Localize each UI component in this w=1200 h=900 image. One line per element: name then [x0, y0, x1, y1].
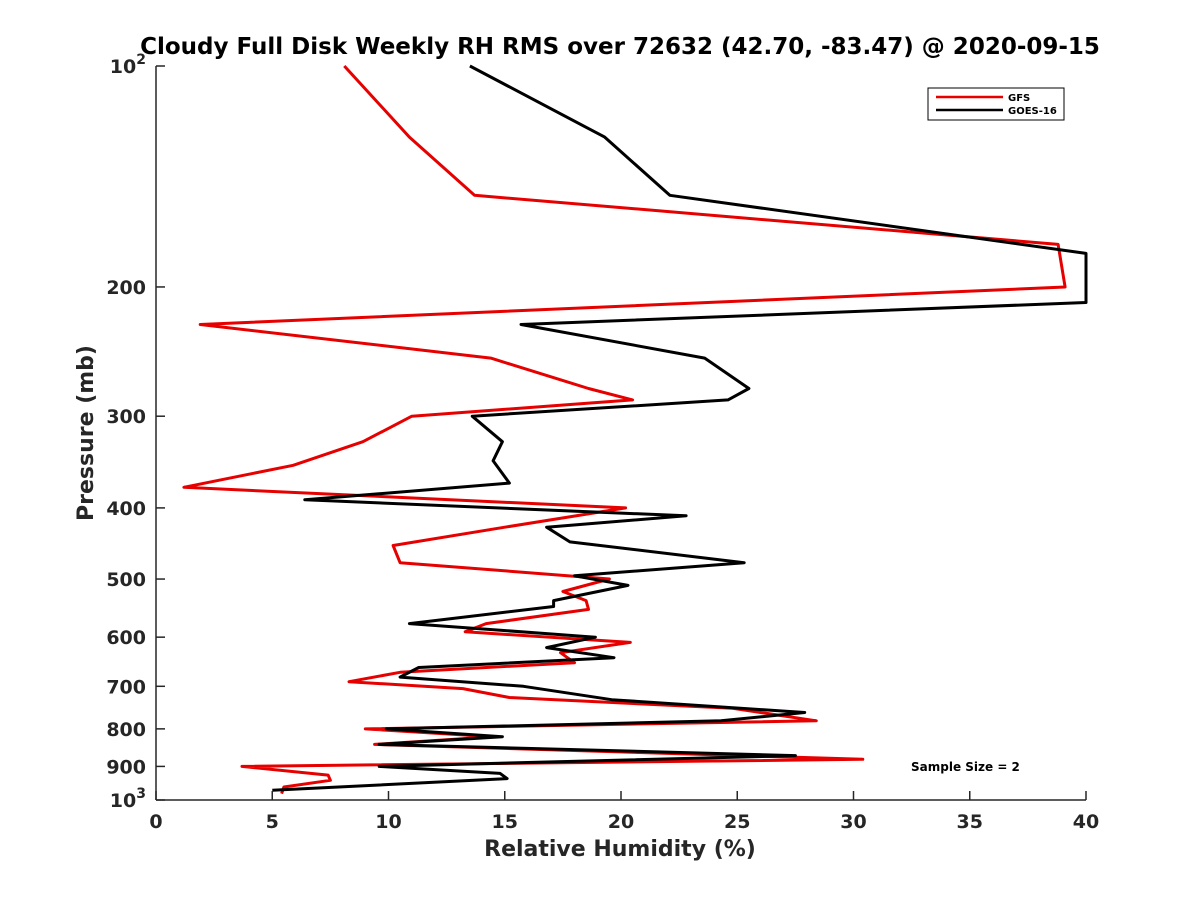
x-ticks: 0 5 10 15 20 25 30 35 40 [149, 791, 1099, 833]
legend-label-goes16: GOES-16 [1008, 106, 1057, 117]
chart-title: Cloudy Full Disk Weekly RH RMS over 7263… [140, 34, 1100, 60]
x-tick-label: 10 [375, 811, 401, 833]
y-tick-label: 800 [106, 719, 146, 741]
x-tick-label: 0 [149, 811, 162, 833]
x-tick-label: 35 [957, 811, 983, 833]
y-tick-label: 102 [110, 52, 146, 78]
legend-label-gfs: GFS [1008, 93, 1030, 104]
y-tick-label: 300 [106, 406, 146, 428]
y-tick-label: 900 [106, 756, 146, 778]
y-tick-label: 103 [110, 786, 146, 812]
y-axis-label: Pressure (mb) [74, 345, 99, 521]
y-tick-label: 600 [106, 627, 146, 649]
x-axis-label: Relative Humidity (%) [484, 837, 756, 862]
y-tick-label: 700 [106, 676, 146, 698]
y-ticks: 102 200 300 400 500 600 700 800 900 103 [106, 52, 165, 812]
x-tick-label: 30 [840, 811, 866, 833]
x-tick-label: 40 [1073, 811, 1099, 833]
x-tick-label: 20 [608, 811, 634, 833]
series-line-goes16 [272, 64, 1088, 792]
sample-size-annotation: Sample Size = 2 [911, 760, 1020, 774]
y-tick-label: 500 [106, 569, 146, 591]
legend-box [927, 87, 1065, 121]
y-tick-label: 400 [106, 498, 146, 520]
legend: GFS GOES-16 [927, 87, 1065, 121]
series-line-gfs [182, 64, 1067, 795]
plot-lines [182, 64, 1088, 795]
y-tick-label: 200 [106, 277, 146, 299]
x-tick-label: 25 [724, 811, 750, 833]
x-tick-label: 5 [266, 811, 279, 833]
x-tick-label: 15 [492, 811, 518, 833]
